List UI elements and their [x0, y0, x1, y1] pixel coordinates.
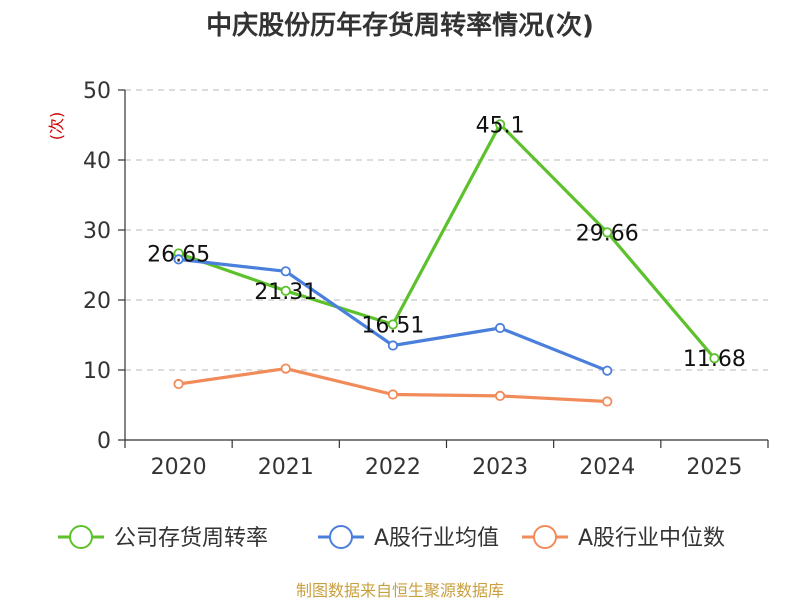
legend-marker-1 [329, 525, 353, 549]
axes: 0 10 20 30 40 50 2020 2021 2022 2023 2024 2025 [83, 79, 769, 480]
x-tick-label-2021: 2021 [258, 455, 314, 480]
data-label-2025: 11.68 [683, 347, 746, 372]
series-2-point-2023 [494, 390, 506, 401]
y-tick-label-10: 10 [83, 359, 111, 384]
legend-label-0: 公司存货周转率 [114, 526, 268, 551]
y-tick-label-20: 20 [83, 289, 111, 314]
y-tick-label-0: 0 [97, 429, 111, 454]
data-label-2024: 29.66 [576, 221, 639, 246]
series-1-point-2024 [602, 365, 613, 376]
series-0-point-2025 [709, 353, 720, 364]
series-0-point-2024 [602, 227, 613, 238]
series-0-point-2021 [280, 285, 291, 296]
series-1-point-2020 [173, 254, 184, 265]
series-line-0 [176, 122, 717, 360]
x-tick-label-2023: 2023 [472, 455, 528, 480]
legend-marker-2 [533, 525, 557, 549]
series-group [173, 119, 720, 407]
x-tick-label-2024: 2024 [579, 455, 635, 480]
data-label-2020: 26.65 [147, 242, 210, 267]
x-tick-label-2020: 2020 [151, 455, 207, 480]
legend-label-1: A股行业均值 [374, 526, 499, 551]
data-label-2021: 21.31 [254, 280, 317, 305]
y-tick-label-50: 50 [83, 79, 111, 104]
series-0-point-2023 [494, 119, 506, 130]
y-tick-label-30: 30 [83, 219, 111, 244]
data-label-2022: 16.51 [361, 313, 424, 338]
legend-label-2: A股行业中位数 [578, 526, 725, 551]
series-2-point-2021 [280, 363, 291, 374]
data-labels: 26.65 21.31 16.51 45.1 29.66 11.68 [147, 113, 746, 372]
series-2-point-2024 [602, 396, 613, 407]
series-1-point-2021 [280, 266, 291, 277]
data-label-2023: 45.1 [476, 113, 525, 138]
series-0-point-2022 [387, 319, 399, 330]
source-note: 制图数据来自恒生聚源数据库 [296, 581, 504, 600]
series-2-point-2022 [387, 389, 399, 400]
legend: 公司存货周转率 A股行业均值 A股行业中位数 [58, 525, 725, 551]
x-tick-label-2025: 2025 [686, 455, 742, 480]
chart-title: 中庆股份历年存货周转率情况(次) [206, 10, 594, 41]
legend-marker-0 [69, 525, 93, 549]
series-2-point-2020 [173, 378, 184, 390]
series-1-point-2023 [494, 322, 506, 334]
y-tick-label-40: 40 [83, 149, 111, 174]
series-1-point-2022 [387, 340, 399, 351]
x-tick-label-2022: 2022 [365, 455, 421, 480]
y-axis-label: (次) [47, 112, 66, 141]
grid-lines [125, 89, 768, 371]
